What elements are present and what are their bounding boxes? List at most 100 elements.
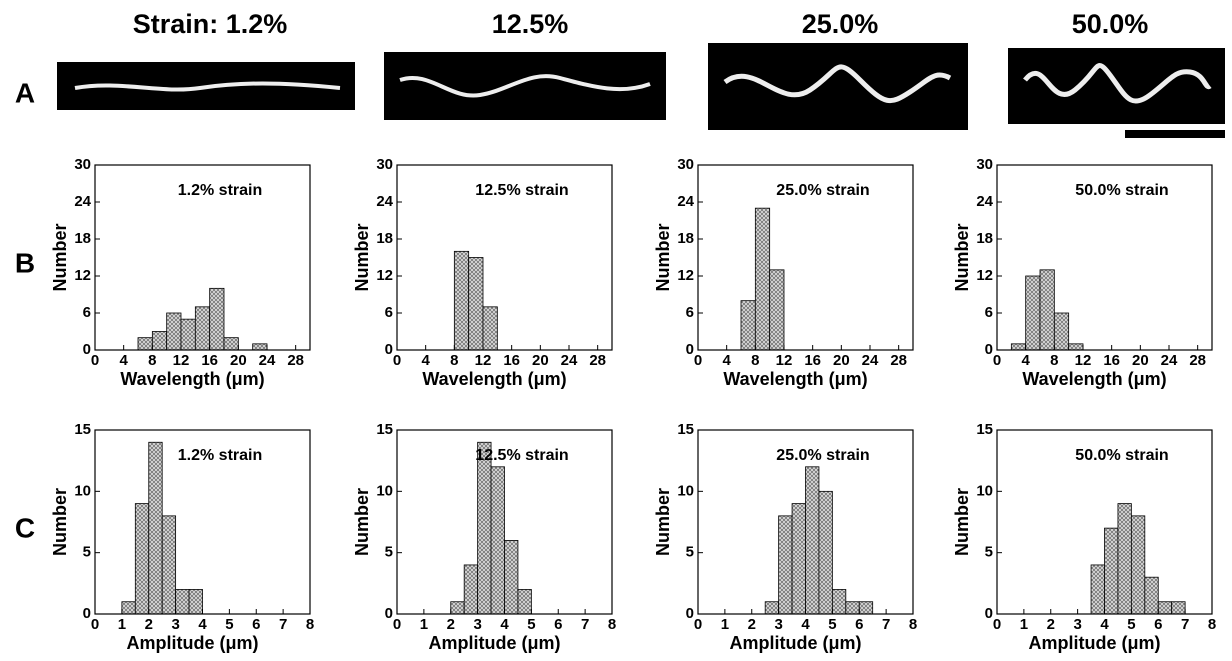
- bar: [1091, 565, 1104, 614]
- x-tick-label: 8: [608, 616, 616, 633]
- y-tick-label: 18: [376, 230, 393, 247]
- bar: [454, 251, 468, 350]
- x-tick-label: 20: [1132, 352, 1149, 369]
- x-tick-label: 4: [801, 616, 810, 633]
- bar: [162, 516, 175, 614]
- bar: [1040, 270, 1054, 350]
- x-axis-label: Amplitude (μm): [1028, 633, 1160, 653]
- y-tick-label: 5: [385, 544, 393, 561]
- bar: [1145, 577, 1158, 614]
- bar: [464, 565, 477, 614]
- y-tick-label: 6: [385, 304, 393, 321]
- x-tick-label: 3: [774, 616, 782, 633]
- y-tick-label: 0: [385, 341, 393, 358]
- x-tick-label: 28: [1189, 352, 1206, 369]
- y-tick-label: 5: [985, 544, 993, 561]
- x-tick-label: 8: [1050, 352, 1058, 369]
- bar: [779, 516, 792, 614]
- x-tick-label: 0: [993, 616, 1001, 633]
- y-tick-label: 30: [376, 156, 393, 173]
- y-tick-label: 0: [686, 341, 694, 358]
- x-tick-label: 16: [201, 352, 218, 369]
- y-tick-label: 30: [976, 156, 993, 173]
- x-tick-label: 7: [1181, 616, 1189, 633]
- x-tick-label: 20: [833, 352, 850, 369]
- x-tick-label: 20: [532, 352, 549, 369]
- x-tick-label: 12: [475, 352, 492, 369]
- strain-header: 25.0%: [802, 9, 879, 39]
- annotation: 1.2% strain: [178, 182, 262, 199]
- bar: [491, 467, 504, 614]
- x-tick-label: 0: [694, 352, 702, 369]
- y-tick-label: 24: [677, 193, 694, 210]
- x-tick-label: 3: [1073, 616, 1081, 633]
- row-label: C: [15, 512, 35, 543]
- x-tick-label: 1: [721, 616, 729, 633]
- x-tick-label: 2: [447, 616, 455, 633]
- bar: [1026, 276, 1040, 350]
- bar: [792, 504, 805, 614]
- annotation: 25.0% strain: [776, 182, 869, 199]
- annotation: 50.0% strain: [1075, 182, 1168, 199]
- y-tick-label: 15: [74, 421, 91, 438]
- x-tick-label: 12: [173, 352, 190, 369]
- x-axis-label: Amplitude (μm): [729, 633, 861, 653]
- y-tick-label: 15: [976, 421, 993, 438]
- bar: [181, 319, 195, 350]
- bar: [478, 442, 491, 614]
- y-axis-label: Number: [653, 488, 673, 556]
- bar: [210, 288, 224, 350]
- strain-header: 50.0%: [1072, 9, 1149, 39]
- y-tick-label: 6: [686, 304, 694, 321]
- y-tick-label: 18: [74, 230, 91, 247]
- x-tick-label: 8: [148, 352, 156, 369]
- y-tick-label: 24: [74, 193, 91, 210]
- bar: [1131, 516, 1144, 614]
- x-tick-label: 16: [503, 352, 520, 369]
- bar: [195, 307, 209, 350]
- x-axis-label: Wavelength (μm): [723, 369, 867, 389]
- x-tick-label: 8: [306, 616, 314, 633]
- x-tick-label: 4: [421, 352, 430, 369]
- x-tick-label: 24: [862, 352, 879, 369]
- y-tick-label: 18: [677, 230, 694, 247]
- bar: [1069, 344, 1083, 350]
- annotation: 50.0% strain: [1075, 447, 1168, 464]
- bar: [135, 504, 148, 614]
- bar: [832, 589, 845, 614]
- y-tick-label: 30: [74, 156, 91, 173]
- strain-header: 12.5%: [492, 9, 569, 39]
- y-axis-label: Number: [653, 223, 673, 291]
- x-tick-label: 4: [722, 352, 731, 369]
- bar: [167, 313, 181, 350]
- x-tick-label: 16: [1103, 352, 1120, 369]
- x-tick-label: 8: [909, 616, 917, 633]
- x-tick-label: 6: [252, 616, 260, 633]
- bar: [1118, 504, 1131, 614]
- bar: [819, 491, 832, 614]
- bar: [122, 602, 135, 614]
- bar: [224, 338, 238, 350]
- bar: [741, 301, 755, 350]
- bar: [176, 589, 189, 614]
- y-tick-label: 6: [985, 304, 993, 321]
- x-tick-label: 20: [230, 352, 247, 369]
- y-tick-label: 24: [976, 193, 993, 210]
- bar: [469, 258, 483, 351]
- x-tick-label: 1: [420, 616, 428, 633]
- y-tick-label: 5: [83, 544, 91, 561]
- bar: [1158, 602, 1171, 614]
- bar: [138, 338, 152, 350]
- x-tick-label: 0: [393, 352, 401, 369]
- x-axis-label: Wavelength (μm): [1022, 369, 1166, 389]
- bar: [1011, 344, 1025, 350]
- x-tick-label: 7: [279, 616, 287, 633]
- bar: [505, 540, 518, 614]
- y-tick-label: 0: [985, 605, 993, 622]
- bar: [483, 307, 497, 350]
- x-tick-label: 24: [1161, 352, 1178, 369]
- y-axis-label: Number: [50, 223, 70, 291]
- bar: [755, 208, 769, 350]
- x-tick-label: 2: [748, 616, 756, 633]
- x-tick-label: 6: [855, 616, 863, 633]
